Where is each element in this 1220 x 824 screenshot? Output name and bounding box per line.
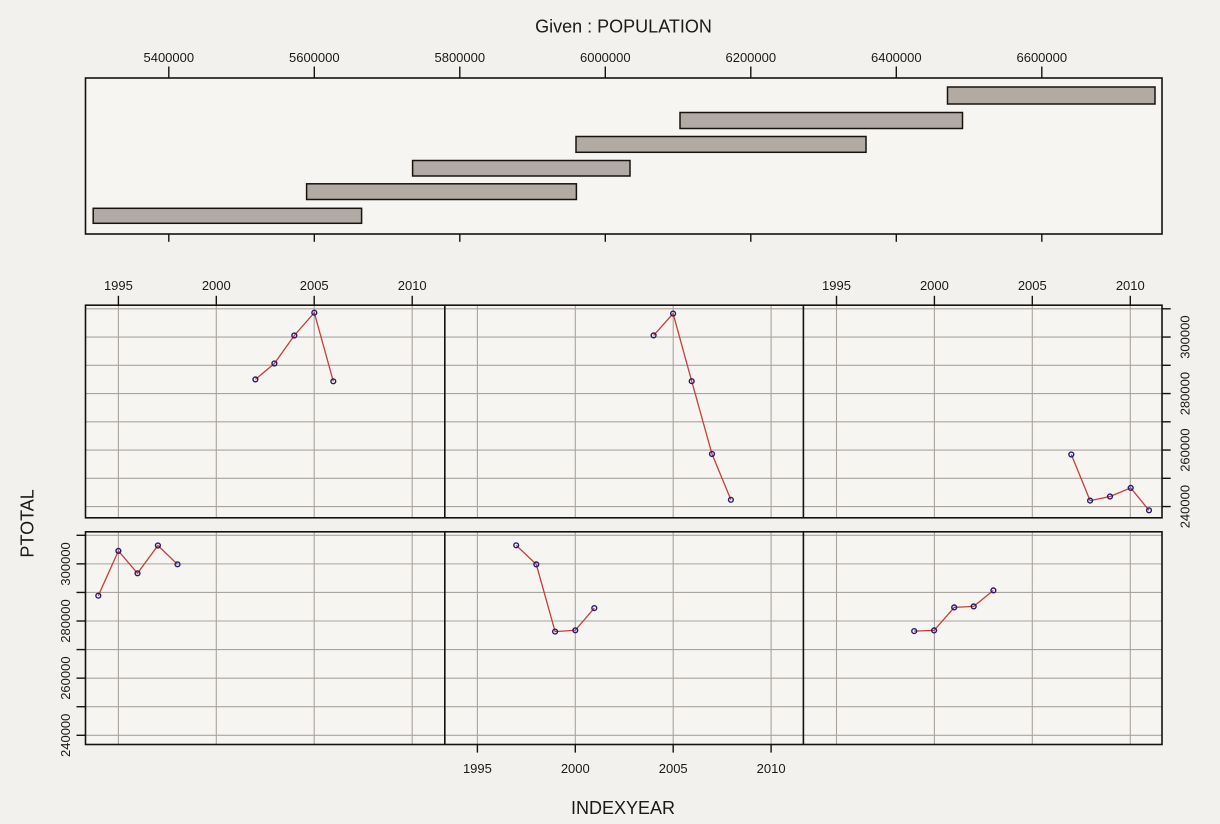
svg-text:260000: 260000 (1178, 428, 1193, 471)
svg-text:Given : POPULATION: Given : POPULATION (535, 17, 712, 37)
svg-text:2000: 2000 (202, 278, 231, 293)
svg-text:5600000: 5600000 (289, 50, 340, 65)
svg-text:240000: 240000 (1178, 485, 1193, 528)
svg-text:2010: 2010 (398, 278, 427, 293)
svg-text:2005: 2005 (1018, 278, 1047, 293)
svg-text:240000: 240000 (58, 714, 73, 757)
svg-text:300000: 300000 (1178, 315, 1193, 358)
svg-text:2010: 2010 (1116, 278, 1145, 293)
svg-text:2000: 2000 (561, 761, 590, 776)
svg-text:1995: 1995 (822, 278, 851, 293)
svg-text:6000000: 6000000 (580, 50, 631, 65)
svg-text:5800000: 5800000 (434, 50, 485, 65)
svg-text:2010: 2010 (757, 761, 786, 776)
svg-text:INDEXYEAR: INDEXYEAR (571, 798, 675, 818)
svg-text:2005: 2005 (659, 761, 688, 776)
svg-text:6400000: 6400000 (871, 50, 922, 65)
svg-text:2005: 2005 (300, 278, 329, 293)
svg-text:1995: 1995 (463, 761, 492, 776)
svg-text:280000: 280000 (58, 599, 73, 642)
svg-text:5400000: 5400000 (143, 50, 194, 65)
svg-text:6200000: 6200000 (725, 50, 776, 65)
svg-text:280000: 280000 (1178, 372, 1193, 415)
svg-text:PTOTAL: PTOTAL (17, 489, 37, 557)
svg-text:2000: 2000 (920, 278, 949, 293)
svg-text:260000: 260000 (58, 656, 73, 699)
svg-text:300000: 300000 (58, 542, 73, 585)
svg-text:1995: 1995 (104, 278, 133, 293)
svg-text:6600000: 6600000 (1016, 50, 1067, 65)
